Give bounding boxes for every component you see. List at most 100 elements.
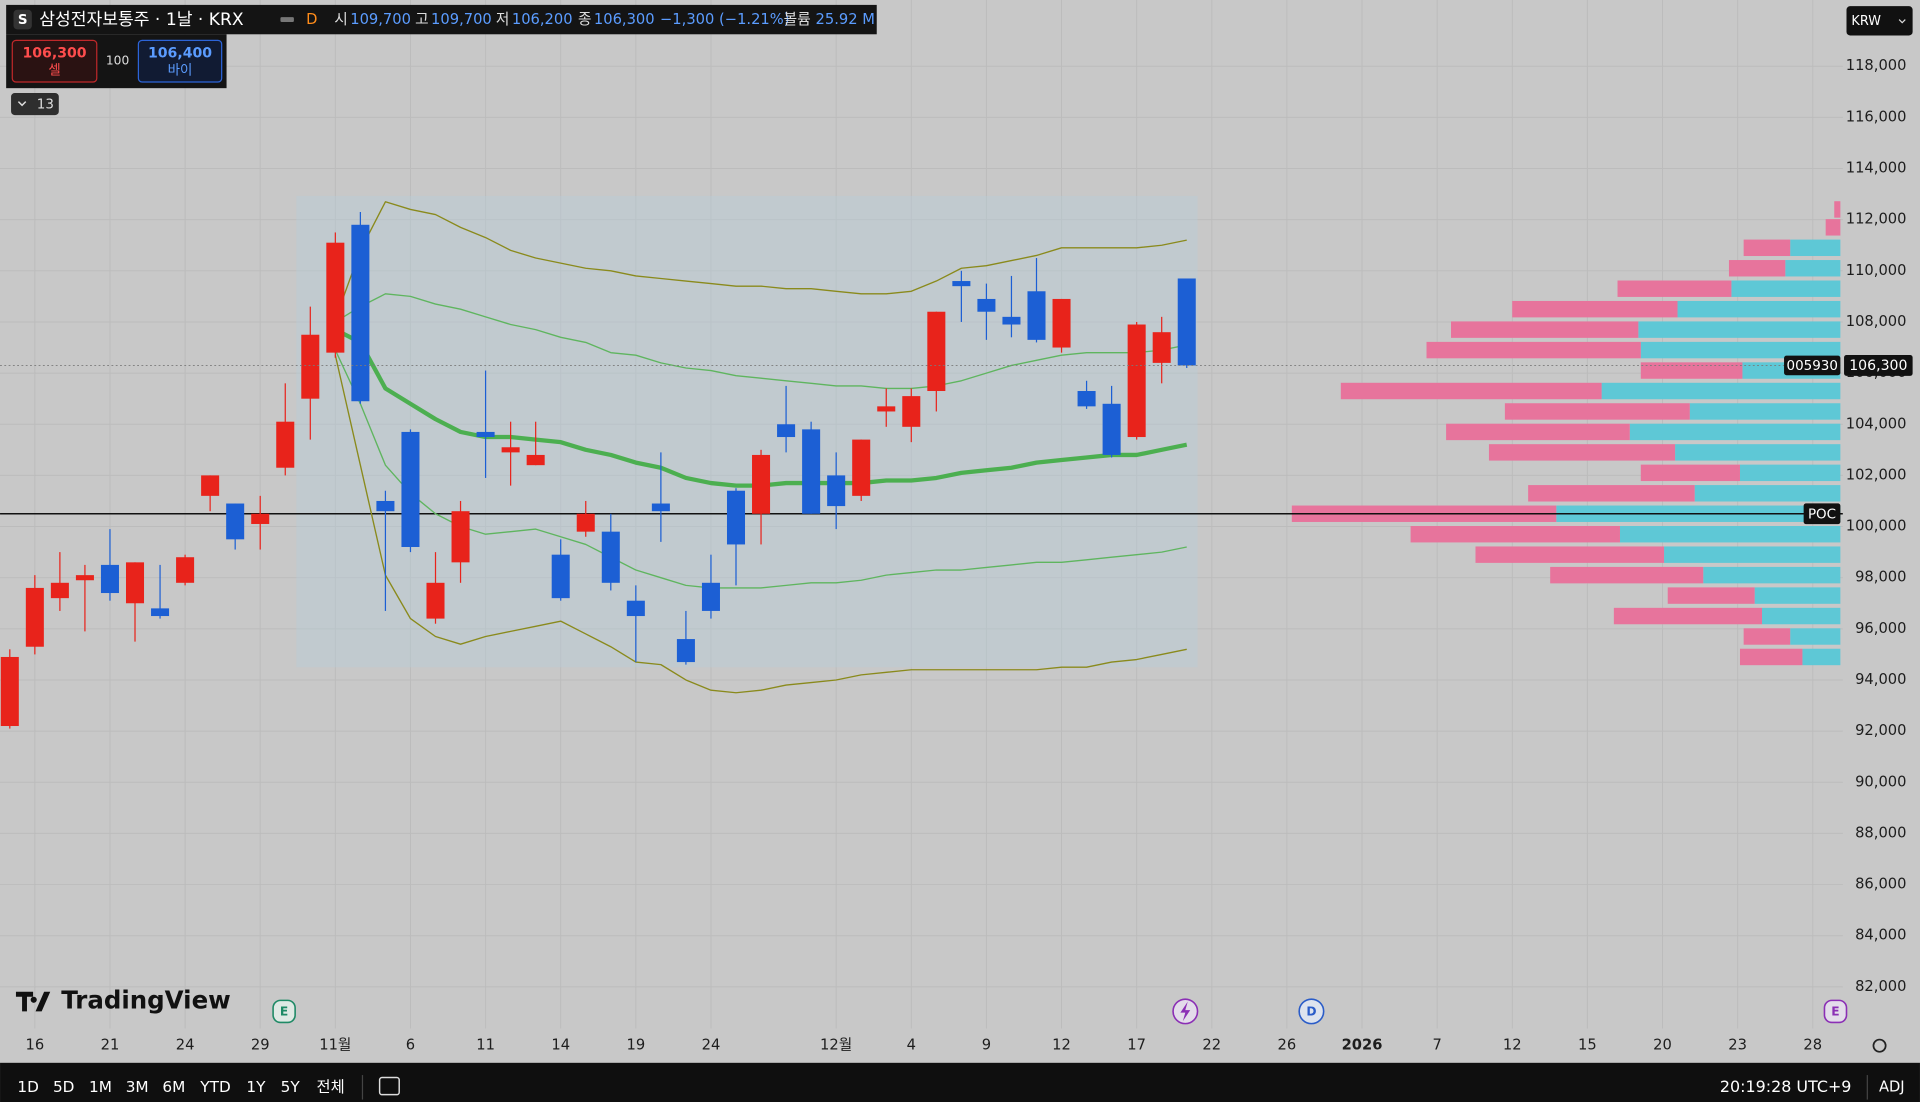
sell-label: 셀 xyxy=(48,62,60,78)
candle-body xyxy=(977,298,996,312)
candle-body xyxy=(376,500,395,512)
candle-body xyxy=(1002,316,1021,325)
candle-body xyxy=(100,564,119,594)
range-button[interactable]: YTD xyxy=(199,1078,230,1096)
x-tick-label: 14 xyxy=(551,1037,570,1054)
y-tick-label: 86,000 xyxy=(1855,876,1906,893)
event-label: D xyxy=(1306,1005,1316,1019)
candle-body xyxy=(401,431,420,547)
profile-down-bar xyxy=(1640,464,1740,482)
candle-body xyxy=(852,439,871,496)
flag: D xyxy=(306,11,317,28)
x-tick-label: 9 xyxy=(982,1037,991,1054)
range-button[interactable]: 1D xyxy=(17,1078,39,1096)
band-line xyxy=(334,355,1187,694)
bottom-toolbar xyxy=(0,1062,1920,1102)
currency-button[interactable] xyxy=(1846,6,1913,36)
ohlc-label: 저 xyxy=(496,11,510,28)
candle-body xyxy=(1102,403,1121,455)
candle-body xyxy=(752,454,771,514)
range-buttons: 1D 5D 1M 3M 6M YTD 1Y 5Y 전체 xyxy=(17,1078,344,1096)
candle-body xyxy=(226,503,245,540)
profile-up-bar xyxy=(1694,485,1841,502)
y-tick-label: 88,000 xyxy=(1855,824,1906,841)
range-button[interactable]: 5Y xyxy=(281,1078,301,1096)
indicators-toggle[interactable] xyxy=(11,93,59,116)
profile-down-bar xyxy=(1340,382,1602,400)
chevron-icon xyxy=(17,101,27,107)
symbol-title[interactable]: 삼성전자보통주 · 1날 · KRX xyxy=(39,10,244,30)
profile-up-bar xyxy=(1731,280,1841,297)
range-button[interactable]: 6M xyxy=(162,1078,185,1096)
range-button[interactable]: 1Y xyxy=(246,1078,266,1096)
x-tick-label: 11월 xyxy=(319,1037,351,1054)
profile-down-bar xyxy=(1426,341,1641,359)
candle-body xyxy=(476,431,495,438)
y-tick-label: 84,000 xyxy=(1855,927,1906,944)
volume-label: 볼륨 xyxy=(784,11,811,28)
range-button[interactable]: 1M xyxy=(89,1078,112,1096)
buy-label: 바이 xyxy=(168,62,193,78)
range-button[interactable]: 전체 xyxy=(317,1078,345,1096)
poc-tag xyxy=(1803,503,1841,525)
ohlc-label: 시 xyxy=(334,11,348,28)
candle-body xyxy=(827,475,846,507)
profile-down-bar xyxy=(1451,321,1639,338)
candle-body xyxy=(1052,298,1071,348)
candle-body xyxy=(902,396,921,427)
adj-button[interactable]: ADJ xyxy=(1879,1078,1905,1095)
settings-icon[interactable] xyxy=(1872,1038,1887,1053)
indicators-count: 13 xyxy=(37,98,54,113)
profile-down-bar xyxy=(1825,219,1841,236)
range-button[interactable]: 5D xyxy=(53,1078,75,1096)
candle-body xyxy=(176,557,195,583)
earnings-event[interactable] xyxy=(1823,999,1848,1024)
y-tick-label: 100,000 xyxy=(1846,518,1907,535)
profile-up-bar xyxy=(1601,382,1841,400)
spread: 100 xyxy=(106,54,129,68)
y-tick-label: 108,000 xyxy=(1846,313,1907,330)
x-tick-label: 7 xyxy=(1432,1037,1441,1054)
buy-button[interactable] xyxy=(137,39,223,83)
profile-down-bar xyxy=(1617,280,1732,297)
calendar-icon[interactable] xyxy=(378,1076,400,1096)
y-tick-label: 118,000 xyxy=(1846,57,1907,74)
symbol-icon xyxy=(13,9,32,30)
candle-body xyxy=(351,224,370,402)
candle-body xyxy=(551,554,570,599)
profile-up-bar xyxy=(1790,628,1841,645)
x-tick-label: 11 xyxy=(476,1037,495,1054)
profile-down-bar xyxy=(1410,525,1620,543)
candle-body xyxy=(501,447,520,453)
volume: 25.92 M xyxy=(816,11,875,28)
y-tick-label: 98,000 xyxy=(1855,569,1906,586)
profile-down-bar xyxy=(1512,300,1678,318)
band-line xyxy=(334,293,1187,390)
x-tick-label: 21 xyxy=(101,1037,120,1054)
profile-down-bar xyxy=(1488,444,1676,461)
band-line xyxy=(334,201,1187,320)
profile-down-bar xyxy=(1728,260,1786,277)
candle-body xyxy=(276,421,295,468)
x-tick-label: 29 xyxy=(251,1037,270,1054)
profile-up-bar xyxy=(1762,607,1841,625)
dividend-event[interactable] xyxy=(1298,998,1325,1025)
profile-up-bar xyxy=(1754,587,1841,604)
earnings-event[interactable] xyxy=(272,999,296,1024)
sell-button[interactable] xyxy=(11,39,98,83)
y-tick-label: 114,000 xyxy=(1846,160,1907,177)
candle-body xyxy=(1127,324,1146,438)
candle-body xyxy=(1177,278,1196,366)
candle-body xyxy=(526,454,545,466)
y-tick-label: 112,000 xyxy=(1846,211,1907,228)
profile-down-bar xyxy=(1743,239,1791,257)
candle-body xyxy=(601,531,620,583)
candle-body xyxy=(326,242,345,353)
range-button[interactable]: 3M xyxy=(126,1078,149,1096)
x-tick-label: 12 xyxy=(1052,1037,1071,1054)
x-tick-label: 26 xyxy=(1278,1037,1297,1054)
y-tick-label: 96,000 xyxy=(1855,620,1906,637)
x-tick-label: 12월 xyxy=(820,1037,852,1054)
y-tick-label: 104,000 xyxy=(1846,415,1907,432)
ohlc-value: 106,200 xyxy=(512,11,573,28)
